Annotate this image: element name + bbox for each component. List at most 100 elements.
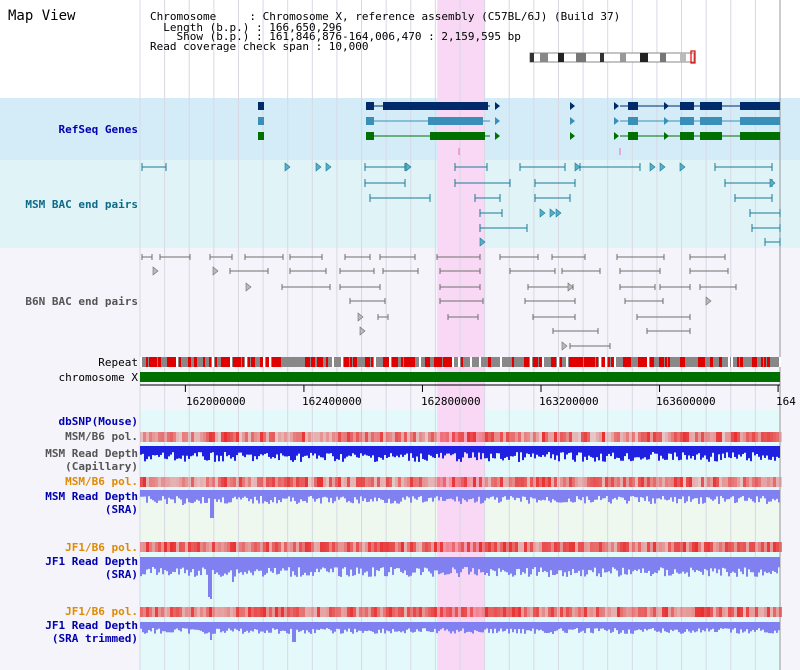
read-depth-bar xyxy=(246,622,248,631)
read-depth-bar xyxy=(512,446,514,457)
read-depth-bar xyxy=(300,446,302,462)
read-depth-bar xyxy=(446,446,448,454)
polymorphism-cell xyxy=(419,607,422,617)
polymorphism-cell xyxy=(161,432,164,442)
track-label-dbsnp[interactable]: dbSNP(Mouse) xyxy=(58,415,138,428)
read-depth-bar xyxy=(738,490,740,499)
track-label-refseq[interactable]: RefSeq Genes xyxy=(58,123,138,136)
polymorphism-cell xyxy=(338,477,341,487)
read-depth-bar xyxy=(604,490,606,499)
read-depth-bar xyxy=(310,622,312,634)
polymorphism-cell xyxy=(236,477,239,487)
track-label-jf1-depth-trim[interactable]: JF1 Read Depth xyxy=(45,619,138,632)
polymorphism-cell xyxy=(200,542,203,552)
read-depth-bar xyxy=(404,490,406,500)
b6n-bac-arrow xyxy=(561,341,568,351)
msm-bac-arrow xyxy=(315,162,322,172)
track-label-jf1-pol-2[interactable]: JF1/B6 pol. xyxy=(65,605,138,618)
track-label-repeat[interactable]: Repeat xyxy=(98,356,138,369)
polymorphism-cell xyxy=(329,542,332,552)
gene-strand-arrow xyxy=(664,117,669,125)
ideogram-band xyxy=(576,53,586,62)
polymorphism-cell xyxy=(425,432,428,442)
read-depth-bar xyxy=(690,622,692,633)
read-depth-bar xyxy=(224,490,226,504)
polymorphism-cell xyxy=(269,542,272,552)
read-depth-bar xyxy=(506,557,508,573)
repeat-segment xyxy=(386,357,389,367)
polymorphism-cell xyxy=(338,607,341,617)
polymorphism-cell xyxy=(323,432,326,442)
polymorphism-cell xyxy=(143,477,146,487)
repeat-segment xyxy=(401,357,403,367)
polymorphism-cell xyxy=(494,542,497,552)
polymorphism-cell xyxy=(359,477,362,487)
read-depth-bar xyxy=(270,490,272,501)
read-depth-bar xyxy=(548,622,550,633)
read-depth-bar xyxy=(334,557,336,568)
read-depth-bar xyxy=(236,490,238,500)
polymorphism-cell xyxy=(704,432,707,442)
read-depth-bar xyxy=(678,446,680,461)
read-depth-bar xyxy=(284,490,286,499)
polymorphism-cell xyxy=(662,432,665,442)
polymorphism-cell xyxy=(515,477,518,487)
read-depth-bar xyxy=(372,622,374,632)
read-depth-bar xyxy=(338,557,340,577)
read-depth-bar xyxy=(288,557,290,568)
polymorphism-cell xyxy=(203,542,206,552)
read-depth-bar xyxy=(192,622,194,630)
read-depth-bar xyxy=(250,446,252,455)
read-depth-bar xyxy=(676,490,678,504)
track-label-jf1-pol-1[interactable]: JF1/B6 pol. xyxy=(65,541,138,554)
read-depth-bar xyxy=(172,622,174,633)
polymorphism-cell xyxy=(317,607,320,617)
read-depth-bar xyxy=(726,557,728,572)
polymorphism-cell xyxy=(728,477,731,487)
read-depth-bar xyxy=(426,490,428,502)
track-label-msm-pol-1[interactable]: MSM/B6 pol. xyxy=(65,430,138,443)
track-label-msm-pol-2[interactable]: MSM/B6 pol. xyxy=(65,475,138,488)
track-label-msm-depth-cap[interactable]: MSM Read Depth xyxy=(45,447,138,460)
read-depth-bar xyxy=(232,446,234,458)
polymorphism-cell xyxy=(329,477,332,487)
polymorphism-cell xyxy=(758,542,761,552)
track-label-jf1-depth-sra[interactable]: JF1 Read Depth xyxy=(45,555,138,568)
track-label-b6n-bac[interactable]: B6N BAC end pairs xyxy=(25,295,138,308)
polymorphism-cell xyxy=(629,607,632,617)
read-depth-bar xyxy=(756,446,758,455)
read-depth-bar xyxy=(486,557,488,574)
read-depth-bar xyxy=(442,622,444,629)
read-depth-bar xyxy=(296,490,298,504)
read-depth-bar xyxy=(150,622,152,632)
read-depth-bar xyxy=(140,490,142,497)
polymorphism-cell xyxy=(305,542,308,552)
read-depth-bar xyxy=(694,557,696,573)
read-depth-bar xyxy=(494,446,496,459)
read-depth-bar xyxy=(464,557,466,568)
polymorphism-cell xyxy=(221,607,224,617)
polymorphism-cell xyxy=(611,477,614,487)
read-depth-bar xyxy=(392,557,394,575)
read-depth-bar xyxy=(530,446,532,457)
polymorphism-cell xyxy=(350,432,353,442)
read-depth-bar xyxy=(700,490,702,498)
read-depth-bar xyxy=(666,446,668,460)
gene-exon xyxy=(366,102,374,110)
read-depth-bar xyxy=(246,446,248,455)
read-depth-bar xyxy=(636,490,638,498)
read-depth-bar xyxy=(554,622,556,632)
track-label-msm-depth-sra[interactable]: MSM Read Depth xyxy=(45,490,138,503)
track-label-msm-bac[interactable]: MSM BAC end pairs xyxy=(25,198,138,211)
track-label-chromosome[interactable]: chromosome X xyxy=(58,371,138,384)
read-depth-bar xyxy=(706,557,708,571)
polymorphism-cell xyxy=(233,607,236,617)
polymorphism-cell xyxy=(629,542,632,552)
read-depth-bar xyxy=(316,446,318,459)
polymorphism-cell xyxy=(482,477,485,487)
read-depth-bar xyxy=(422,446,424,459)
polymorphism-cell xyxy=(548,432,551,442)
polymorphism-cell xyxy=(239,607,242,617)
read-depth-bar xyxy=(688,446,690,456)
